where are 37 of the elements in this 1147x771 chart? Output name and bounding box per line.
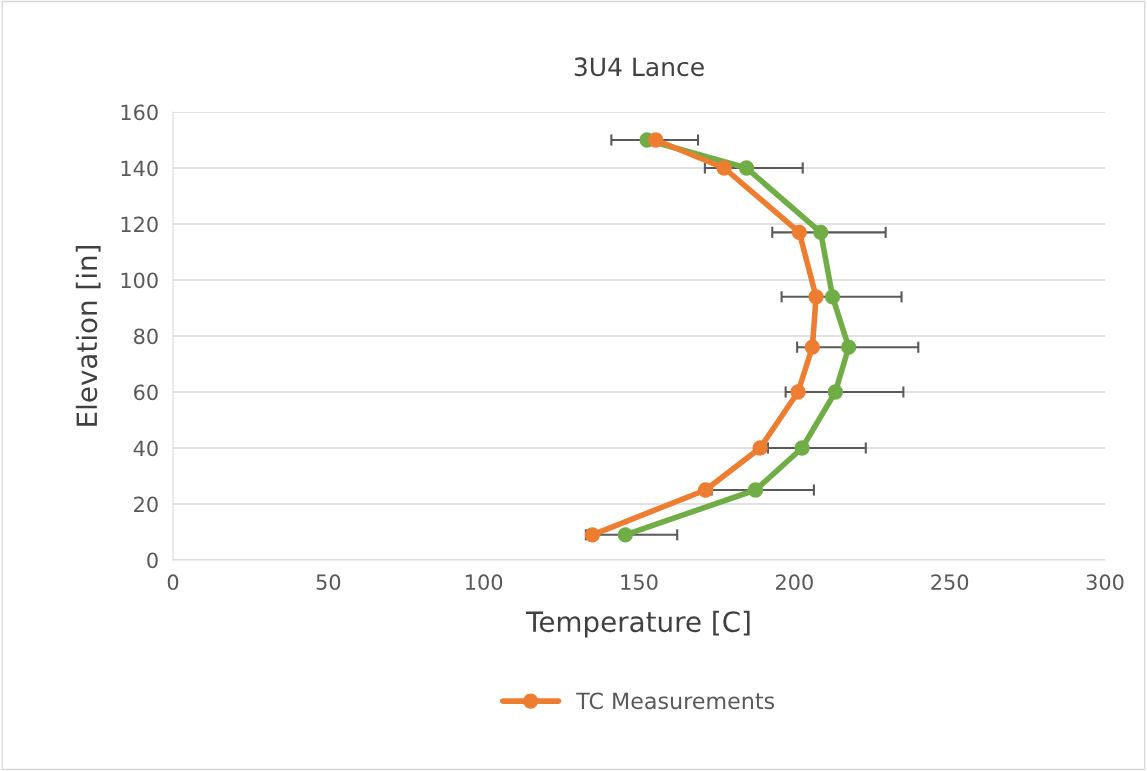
x-tick-label: 300	[1086, 574, 1124, 591]
x-tick-label: 200	[775, 574, 813, 591]
chart-title: 3U4 Lance	[574, 57, 704, 77]
x-tick-label: 100	[466, 574, 503, 591]
point	[804, 339, 820, 355]
x-tick-label: 0	[167, 574, 179, 591]
x-axis-title: Temperature [C]	[526, 610, 750, 638]
point	[827, 384, 843, 400]
y-tick-label: 80	[134, 328, 158, 345]
y-axis-title: Elevation [in]	[75, 245, 101, 426]
point	[648, 132, 664, 148]
point	[697, 482, 714, 498]
point	[791, 224, 807, 241]
point	[584, 527, 601, 543]
point	[747, 482, 764, 498]
y-tick-label: 140	[121, 160, 158, 177]
legend-label: TC Measurements	[576, 692, 775, 710]
point	[841, 339, 857, 355]
y-tick-label: 60	[134, 384, 158, 401]
point	[813, 224, 829, 241]
x-tick-label: 150	[621, 574, 658, 591]
point	[738, 160, 755, 176]
point	[824, 289, 841, 305]
y-tick-label: 120	[121, 216, 158, 233]
point	[794, 440, 810, 456]
x-tick-label: 50	[316, 574, 341, 591]
point	[752, 440, 768, 456]
y-tick-label: 20	[134, 496, 158, 513]
y-tick-label: 160	[121, 104, 158, 121]
y-tick-label: 0	[147, 552, 158, 569]
y-tick-label: 100	[121, 272, 158, 289]
point	[808, 289, 824, 305]
x-tick-label: 250	[931, 574, 969, 591]
y-tick-label: 40	[133, 440, 158, 457]
point	[617, 527, 633, 543]
point	[716, 160, 732, 176]
point	[790, 384, 806, 400]
